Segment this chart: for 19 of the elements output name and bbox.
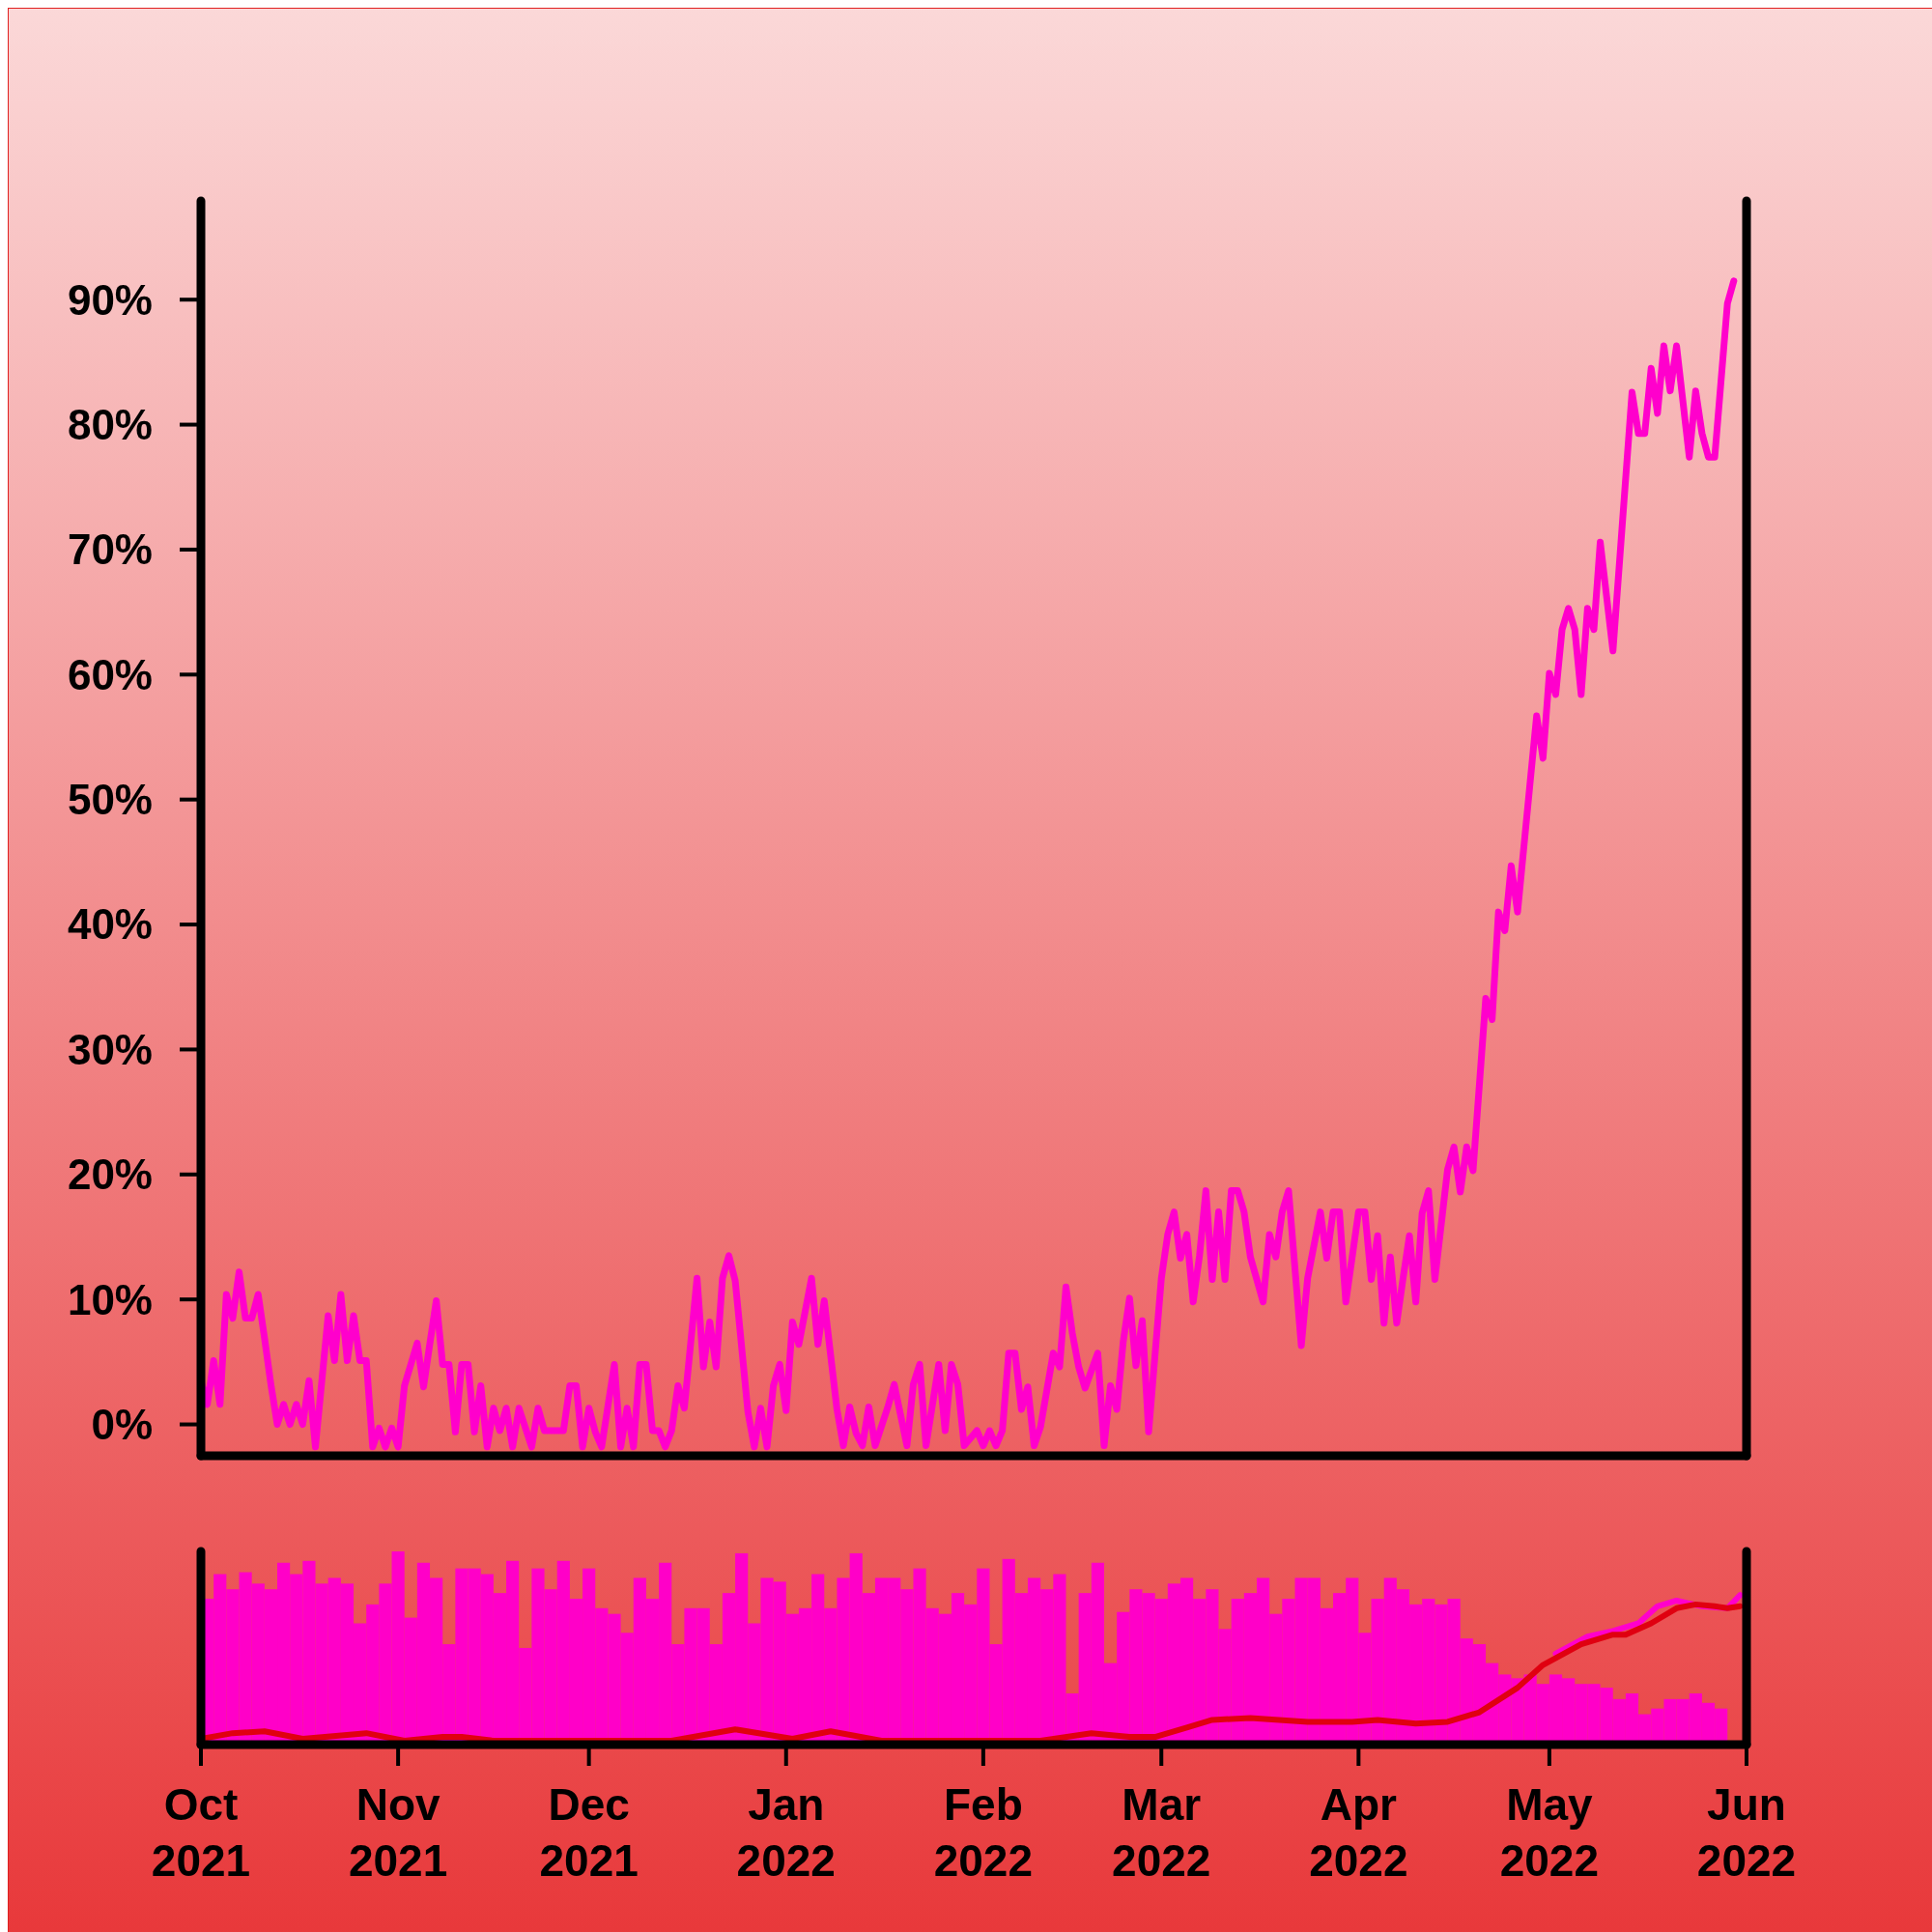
y-tick-label: 10% — [67, 1275, 153, 1323]
x-tick-label: May 2022 — [1499, 1779, 1600, 1886]
y-tick-label: 0% — [91, 1400, 153, 1448]
x-tick-label: Mar 2022 — [1112, 1779, 1211, 1886]
y-tick-label: 40% — [67, 900, 153, 949]
y-tick-label: 70% — [67, 526, 153, 574]
x-tick-label: Oct 2021 — [151, 1779, 251, 1886]
y-tick-label: 80% — [67, 400, 153, 448]
y-tick-label: 50% — [67, 776, 153, 824]
y-tick-label: 30% — [67, 1025, 153, 1073]
x-tick-label: Jun 2022 — [1696, 1779, 1797, 1886]
x-tick-label: Apr 2022 — [1309, 1779, 1408, 1886]
y-tick-label: 20% — [67, 1151, 153, 1199]
y-tick-label: 90% — [67, 275, 153, 324]
x-tick-label: Feb 2022 — [933, 1779, 1034, 1886]
x-tick-label: Jan 2022 — [736, 1779, 836, 1886]
x-tick-label: Dec 2021 — [539, 1779, 639, 1886]
x-tick-label: Nov 2021 — [348, 1779, 448, 1886]
y-tick-label: 60% — [67, 650, 153, 698]
